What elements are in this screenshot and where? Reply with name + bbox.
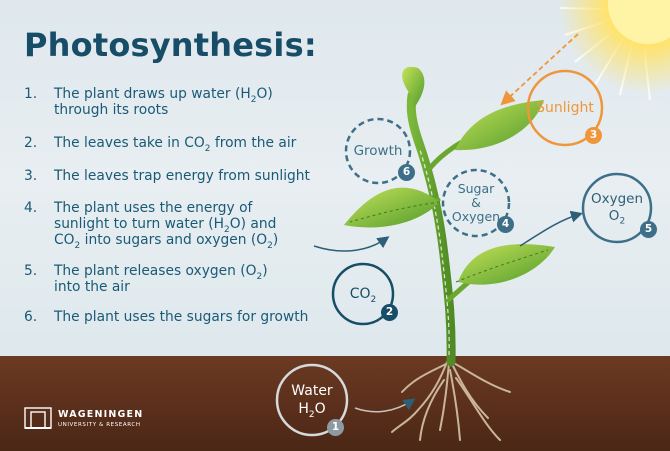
stem	[406, 90, 456, 367]
step-5: 5. The plant releases oxygen (O2) into th…	[24, 263, 344, 295]
sunlight-badge: 3	[585, 127, 602, 144]
co2-label: CO2	[349, 286, 377, 305]
sunlight-label: Sunlight	[536, 100, 594, 116]
step-number: 2.	[24, 135, 38, 151]
logo-subtitle: UNIVERSITY & RESEARCH	[58, 421, 141, 428]
co2-bubble: CO2	[333, 264, 393, 324]
growth-bubble-ring	[344, 117, 412, 185]
step-4: 4. The plant uses the energy of sunlight …	[24, 200, 344, 251]
logo-mark-icon	[24, 407, 52, 429]
sunlight-bubble-ring	[526, 69, 604, 147]
growth-badge: 6	[398, 164, 415, 181]
oxygen-badge: 5	[640, 221, 657, 238]
step-3: 3. The leaves trap energy from sunlight	[24, 168, 344, 184]
oxygen-arrow	[519, 210, 583, 247]
page-title: Photosynthesis:	[24, 26, 317, 64]
water-label: Water	[291, 383, 333, 399]
sunlight-arrow	[500, 33, 579, 106]
step-6: 6. The plant uses the sugars for growth	[24, 309, 344, 325]
right-leaf	[458, 244, 555, 285]
step-text: The leaves take in CO2 from the air	[54, 135, 297, 154]
top-leaf	[402, 66, 425, 108]
step-number: 4.	[24, 200, 38, 216]
step-number: 5.	[24, 263, 38, 279]
water-bubble-ring	[275, 363, 349, 437]
step-text: The plant draws up water (H2O) through it…	[54, 86, 273, 118]
step-2: 2. The leaves take in CO2 from the air	[24, 135, 344, 154]
roots	[391, 361, 511, 441]
co2-arrow	[313, 236, 390, 252]
logo-name: WAGENINGEN	[58, 408, 144, 420]
sun	[558, 0, 670, 101]
left-leaf	[344, 187, 440, 228]
oxygen-bubble: Oxygen O2	[590, 191, 644, 227]
oxygen-bubble-ring	[581, 172, 653, 244]
step-text: The leaves trap energy from sunlight	[54, 168, 310, 184]
sugar-bubble-ring	[441, 168, 511, 238]
wageningen-logo: WAGENINGEN UNIVERSITY & RESEARCH	[24, 407, 143, 429]
co2-bubble-ring	[331, 262, 395, 326]
water-bubble: Water H2O	[277, 365, 347, 435]
step-text: The plant releases oxygen (O2) into the a…	[54, 263, 268, 295]
step-number: 6.	[24, 309, 38, 325]
water-arrow	[354, 398, 416, 413]
water-badge: 1	[327, 419, 344, 436]
sugar-oxygen-badge: 4	[497, 216, 514, 233]
step-text: The plant uses the sugars for growth	[54, 309, 309, 325]
step-number: 3.	[24, 168, 38, 184]
co2-badge: 2	[381, 304, 398, 321]
step-1: 1. The plant draws up water (H2O) through…	[24, 86, 344, 118]
growth-label: Growth	[353, 143, 403, 159]
step-number: 1.	[24, 86, 38, 102]
sunlight-bubble: Sunlight	[528, 71, 602, 145]
growth-bubble: Growth	[346, 119, 410, 183]
step-text: The plant uses the energy of sunlight to …	[54, 200, 279, 251]
sugar-oxygen-bubble: Sugar & Oxygen	[451, 181, 501, 224]
water-formula: H2O	[298, 401, 326, 420]
upper-right-leaf	[455, 100, 544, 151]
